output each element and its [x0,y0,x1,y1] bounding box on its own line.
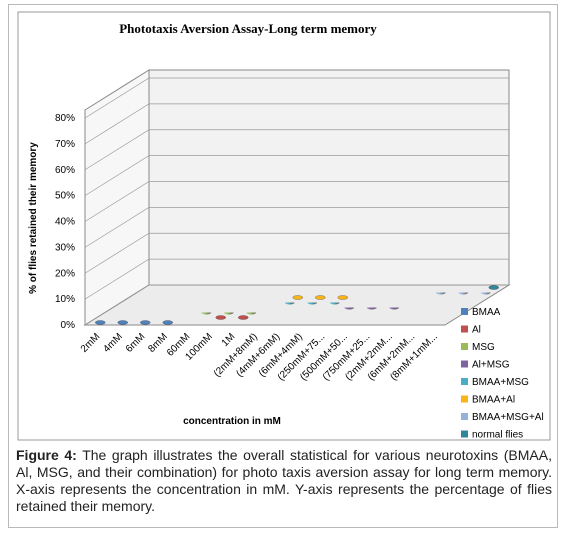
bar-top [337,295,348,300]
legend-label: BMAA [472,307,501,318]
bar-top [315,295,326,300]
y-tick-label: 50% [55,191,75,202]
cone [344,307,355,310]
y-tick-label: 10% [55,294,75,305]
grid-line [84,103,509,145]
cone [307,302,318,305]
legend-swatch [461,430,468,438]
cone [458,292,469,295]
legend-swatch [461,343,468,350]
y-tick-label: 0% [61,320,76,331]
cone [389,307,400,310]
y-tick-label: 80% [55,113,75,124]
y-tick-label: 70% [55,139,75,150]
cone [366,307,377,310]
grid-line [84,129,509,171]
cone [480,292,491,295]
grid-line [84,181,509,222]
y-tick-label: 60% [55,165,75,176]
figure-frame [8,4,558,528]
x-axis-label: concentration in mM [183,416,281,427]
legend-label: BMAA+MSG [472,377,529,388]
cone [284,302,295,305]
y-tick-label: 40% [55,217,75,228]
legend-swatch [461,378,468,385]
bar-top [162,320,173,325]
bar-top [140,320,151,325]
grid-line [84,77,509,119]
grid-line [84,207,509,248]
cone [435,292,446,295]
grid-line [84,155,509,196]
back-wall [148,69,510,286]
legend-swatch [461,308,468,315]
legend-label: BMAA+MSG+Al [472,412,544,423]
cone [246,312,257,315]
legend-swatch [461,360,468,368]
caption-text: The graph illustrates the overall statis… [16,447,552,514]
legend-label: Al+MSG [472,360,510,371]
legend-swatch [461,413,468,420]
bar-top [117,320,128,325]
y-axis-label: % of flies retained their memory [28,142,39,294]
legend-label: MSG [472,342,495,353]
legend-label: normal flies [472,430,523,441]
caption-label: Figure 4: [16,447,77,463]
y-tick-label: 30% [55,242,75,253]
grid-line [84,258,509,300]
legend-swatch [461,325,468,333]
chart: Phototaxis Aversion Assay-Long term memo… [17,11,551,441]
bar-top [95,320,106,325]
cone [329,302,340,305]
bar-top [488,285,499,290]
legend-label: Al [472,325,481,336]
cone [201,312,212,315]
grid-line [84,232,509,274]
bar-top [238,315,249,320]
bar-top [215,315,226,320]
y-tick-label: 20% [55,268,75,279]
caption: Figure 4: The graph illustrates the over… [16,447,552,515]
cone [223,312,234,315]
floor [83,284,511,326]
bar-top [292,295,303,300]
side-wall [84,69,150,326]
legend-label: BMAA+Al [472,395,515,406]
chart-title: Phototaxis Aversion Assay-Long term memo… [119,21,377,36]
legend-swatch [461,395,468,403]
grid-line [84,284,509,326]
